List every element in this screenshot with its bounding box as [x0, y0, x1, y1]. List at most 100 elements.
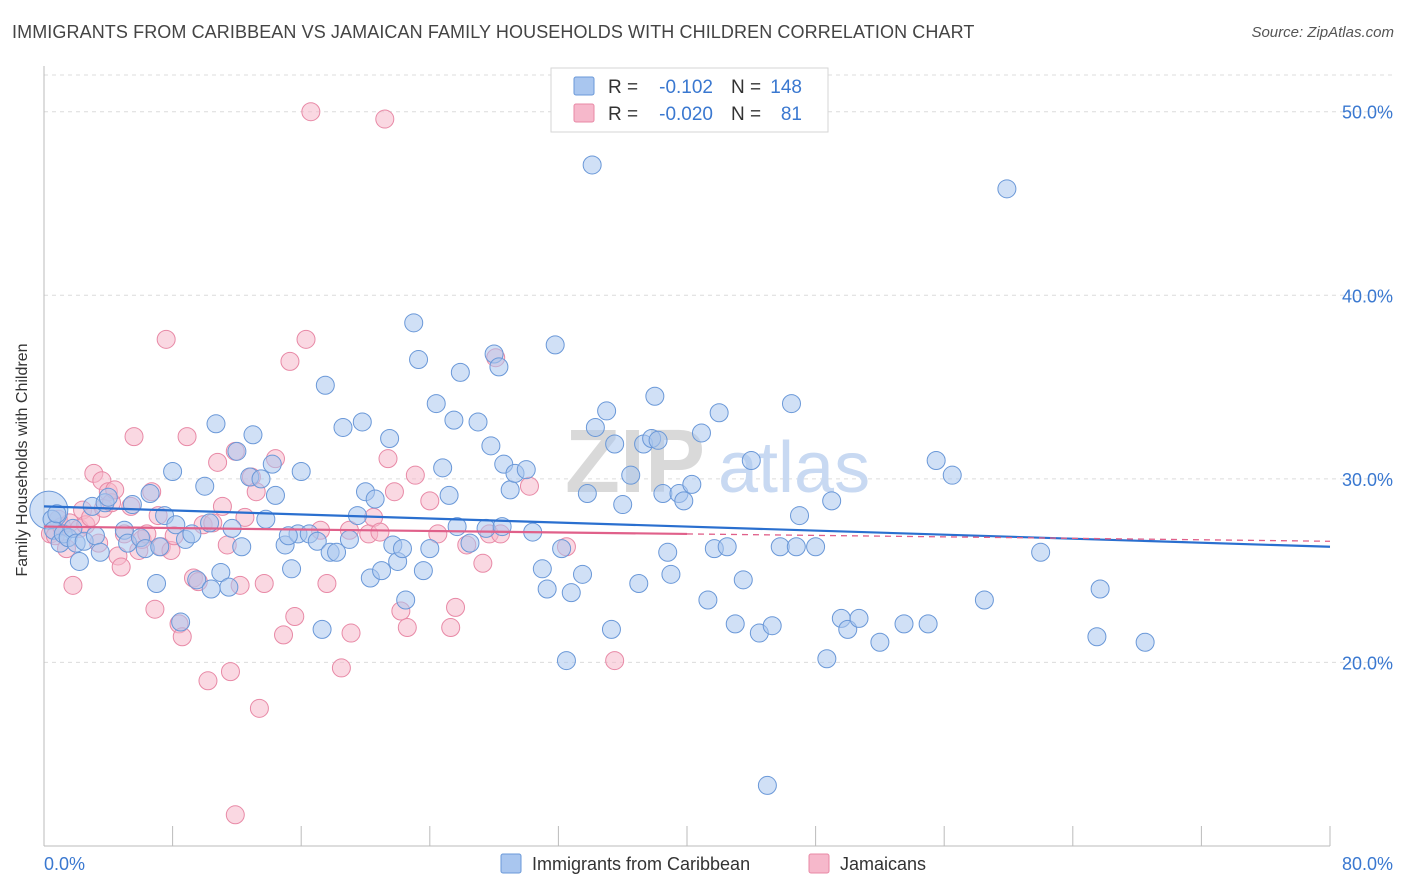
caribbean-point [817, 649, 837, 669]
jamaicans-point [249, 698, 269, 718]
caribbean-point [605, 434, 625, 454]
caribbean-point [262, 454, 282, 474]
caribbean-point [806, 537, 826, 557]
caribbean-point [481, 436, 501, 456]
chart-title: IMMIGRANTS FROM CARIBBEAN VS JAMAICAN FA… [12, 22, 975, 42]
jamaicans-point [420, 491, 440, 511]
caribbean-point [365, 489, 385, 509]
legend-swatch-jamaicans [808, 853, 830, 874]
legend-swatch-blue [573, 76, 595, 96]
caribbean-point [894, 614, 914, 634]
caribbean-point [150, 537, 170, 557]
caribbean-point [561, 583, 581, 603]
caribbean-point [645, 386, 665, 406]
caribbean-point [211, 562, 231, 582]
caribbean-point [333, 417, 353, 437]
caribbean-point [265, 485, 285, 505]
caribbean-point [282, 559, 302, 579]
caribbean-point [658, 542, 678, 562]
caribbean-point [597, 401, 617, 421]
jamaicans-point [446, 597, 466, 617]
caribbean-point [1135, 632, 1155, 652]
caribbean-point [291, 462, 311, 482]
caribbean-point [757, 775, 777, 795]
caribbean-point [69, 551, 89, 571]
n-value-1: 148 [770, 77, 802, 98]
jamaicans-points [40, 102, 625, 825]
jamaicans-point [605, 651, 625, 671]
jamaicans-point [370, 522, 390, 542]
stats-legend: R = -0.102 N = 148 R = -0.020 N = 81 [550, 67, 829, 133]
caribbean-point [122, 495, 142, 515]
jamaicans-point [280, 351, 300, 371]
caribbean-point [653, 484, 673, 504]
jamaicans-point [225, 805, 245, 825]
caribbean-point [195, 476, 215, 496]
jamaicans-point [124, 427, 144, 447]
r-value-1: -0.102 [659, 77, 713, 98]
caribbean-point [140, 484, 160, 504]
caribbean-point [621, 465, 641, 485]
caribbean-point [762, 616, 782, 636]
caribbean-point [781, 394, 801, 414]
jamaicans-point [378, 449, 398, 469]
caribbean-point [420, 539, 440, 559]
caribbean-point [926, 451, 946, 470]
caribbean-point [577, 484, 597, 504]
jamaicans-point [274, 625, 294, 645]
caribbean-point [500, 480, 520, 500]
legend-swatch-pink [573, 103, 595, 123]
legend-label-jamaicans: Jamaicans [840, 854, 926, 874]
caribbean-point [409, 350, 429, 370]
tick-labels: 20.0% 30.0% 40.0% 50.0% 0.0% 80.0% [44, 103, 1393, 874]
caribbean-point [327, 542, 347, 562]
caribbean-point [433, 458, 453, 478]
y-tick-label: 20.0% [1342, 653, 1393, 673]
caribbean-point [698, 590, 718, 610]
caribbean-point [537, 579, 557, 599]
caribbean-point [585, 417, 605, 437]
caribbean-point [942, 465, 962, 485]
caribbean-point [974, 590, 994, 610]
caribbean-point [613, 495, 633, 515]
y-tick-label: 30.0% [1342, 470, 1393, 490]
x-tick-label-end: 80.0% [1342, 854, 1393, 874]
jamaicans-point [111, 557, 131, 577]
jamaicans-point [441, 618, 461, 638]
caribbean-point [426, 394, 446, 414]
r-value-2: -0.020 [659, 104, 713, 125]
caribbean-point [790, 506, 810, 526]
caribbean-point [516, 460, 536, 480]
caribbean-point [339, 529, 359, 549]
jamaicans-point [397, 618, 417, 638]
caribbean-point [849, 608, 869, 628]
jamaicans-point [177, 427, 197, 447]
n-label-2: N = [731, 104, 761, 125]
jamaicans-point [405, 465, 425, 485]
caribbean-point [352, 412, 372, 432]
caribbean-point [251, 469, 271, 489]
caribbean-point [532, 559, 552, 579]
caribbean-point [307, 531, 327, 551]
n-label-1: N = [731, 77, 761, 98]
caribbean-point [232, 537, 252, 557]
caribbean-point [278, 526, 298, 546]
caribbean-point [201, 579, 221, 599]
jamaicans-point [254, 573, 274, 593]
caribbean-point [1087, 627, 1107, 647]
trend-lines [43, 505, 1331, 548]
jamaicans-point [145, 599, 165, 619]
jamaicans-point [375, 109, 395, 129]
jamaicans-trend-line [43, 525, 688, 536]
jamaicans-point [220, 662, 240, 682]
jamaicans-point [156, 329, 176, 349]
y-tick-label: 40.0% [1342, 286, 1393, 306]
caribbean-point [674, 491, 694, 511]
jamaicans-point [198, 671, 218, 691]
jamaicans-point [341, 623, 361, 643]
caribbean-point [552, 539, 572, 559]
legend-label-caribbean: Immigrants from Caribbean [532, 854, 750, 874]
caribbean-point [47, 504, 67, 524]
jamaicans-point [384, 482, 404, 502]
